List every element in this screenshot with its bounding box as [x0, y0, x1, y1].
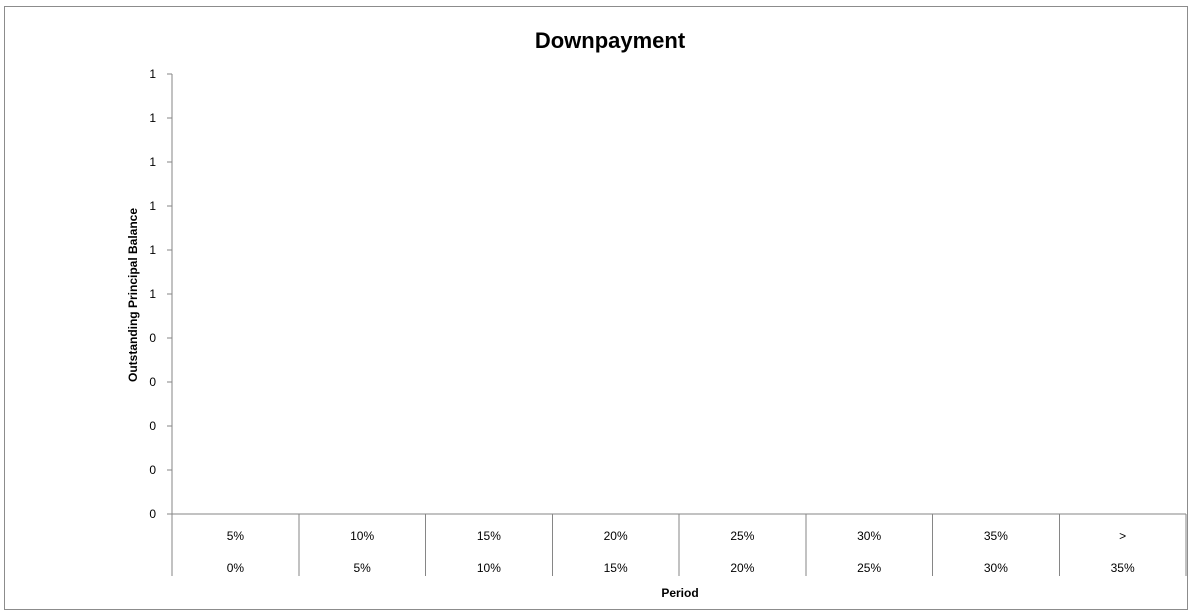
- y-tick-label: 0: [149, 507, 156, 521]
- y-tick-label: 1: [149, 243, 156, 257]
- axes-layer: [171, 74, 1186, 515]
- x-tick-label-upper: >: [1119, 529, 1126, 543]
- x-tick-label-lower: 35%: [1111, 561, 1135, 575]
- x-tick-label-upper: 25%: [730, 529, 754, 543]
- y-axis-title: Outstanding Principal Balance: [126, 208, 140, 382]
- y-tick-label: 1: [149, 287, 156, 301]
- x-axis-title: Period: [661, 586, 698, 600]
- y-tick-label: 1: [149, 111, 156, 125]
- x-tick-label-upper: 35%: [984, 529, 1008, 543]
- x-tick-label-upper: 20%: [604, 529, 628, 543]
- x-tick-label-lower: 0%: [227, 561, 245, 575]
- y-tick-label: 0: [149, 463, 156, 477]
- x-tick-label-lower: 10%: [477, 561, 501, 575]
- x-tick-label-lower: 30%: [984, 561, 1008, 575]
- x-tick-label-upper: 30%: [857, 529, 881, 543]
- x-tick-label-upper: 10%: [350, 529, 374, 543]
- y-tick-label: 1: [149, 199, 156, 213]
- x-tick-label-upper: 5%: [227, 529, 245, 543]
- y-tick-label: 1: [149, 155, 156, 169]
- chart-area: [4, 6, 1188, 610]
- ticks-layer: 000001111115%0%10%5%15%10%20%15%25%20%30…: [149, 67, 1187, 576]
- y-tick-label: 0: [149, 419, 156, 433]
- x-tick-label-upper: 15%: [477, 529, 501, 543]
- y-tick-label: 1: [149, 67, 156, 81]
- y-tick-label: 0: [149, 331, 156, 345]
- chart-title: Downpayment: [535, 28, 686, 53]
- x-tick-label-lower: 25%: [857, 561, 881, 575]
- x-tick-label-lower: 20%: [730, 561, 754, 575]
- x-tick-label-lower: 5%: [353, 561, 371, 575]
- y-tick-label: 0: [149, 375, 156, 389]
- x-tick-label-lower: 15%: [604, 561, 628, 575]
